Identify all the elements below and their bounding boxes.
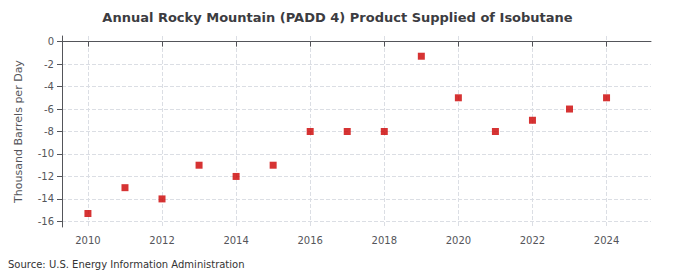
svg-text:2010: 2010 xyxy=(75,235,100,246)
svg-text:2014: 2014 xyxy=(223,235,248,246)
svg-text:Annual Rocky Mountain (PADD 4): Annual Rocky Mountain (PADD 4) Product S… xyxy=(102,10,573,25)
svg-text:-16: -16 xyxy=(38,216,54,227)
svg-text:Thousand Barrels per Day: Thousand Barrels per Day xyxy=(12,60,25,204)
svg-text:0: 0 xyxy=(48,36,54,47)
svg-text:-8: -8 xyxy=(44,126,54,137)
svg-text:2024: 2024 xyxy=(594,235,619,246)
svg-text:2022: 2022 xyxy=(520,235,545,246)
svg-text:-2: -2 xyxy=(44,59,54,70)
svg-text:Source: U.S. Energy Informatio: Source: U.S. Energy Information Administ… xyxy=(8,259,245,270)
svg-text:-10: -10 xyxy=(38,148,54,159)
svg-text:-12: -12 xyxy=(38,171,54,182)
svg-text:-6: -6 xyxy=(44,104,54,115)
svg-text:2020: 2020 xyxy=(446,235,471,246)
svg-text:-14: -14 xyxy=(38,193,54,204)
svg-text:2018: 2018 xyxy=(372,235,397,246)
svg-text:2012: 2012 xyxy=(149,235,174,246)
svg-text:2016: 2016 xyxy=(297,235,322,246)
svg-text:-4: -4 xyxy=(44,81,54,92)
